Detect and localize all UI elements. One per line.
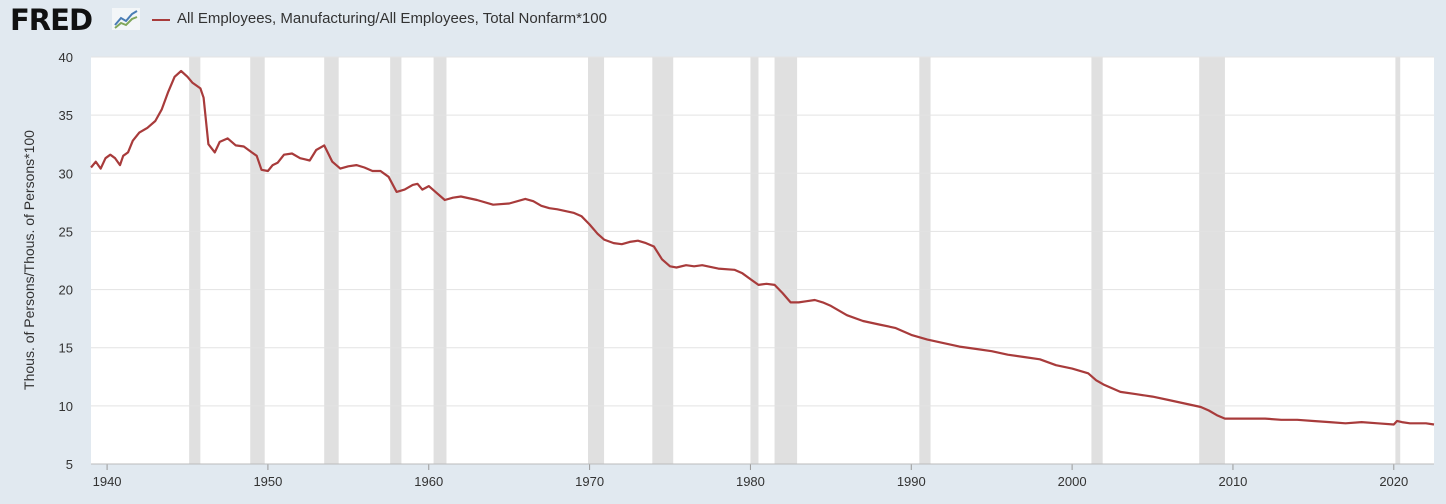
x-tick-label-1940: 1940 xyxy=(93,474,122,489)
recession-band-11 xyxy=(1199,57,1225,464)
x-tick-label-1990: 1990 xyxy=(897,474,926,489)
recession-band-0 xyxy=(189,57,201,464)
chart-header: FRED All Employees, Manufacturing/All Em… xyxy=(0,0,1446,44)
recession-band-4 xyxy=(433,57,447,464)
legend-swatch xyxy=(152,19,170,21)
recession-band-7 xyxy=(750,57,759,464)
x-tick-label-1980: 1980 xyxy=(736,474,765,489)
y-tick-label-30: 30 xyxy=(59,166,73,181)
y-tick-label-25: 25 xyxy=(59,224,73,239)
series-line-0 xyxy=(90,69,1435,426)
x-tick-label-1970: 1970 xyxy=(575,474,604,489)
fred-logo[interactable]: FRED xyxy=(10,3,93,37)
recession-band-3 xyxy=(390,57,402,464)
recession-band-5 xyxy=(587,57,605,464)
recession-band-2 xyxy=(324,57,339,464)
x-tick-label-2020: 2020 xyxy=(1379,474,1408,489)
recession-band-12 xyxy=(1395,57,1401,464)
y-tick-label-5: 5 xyxy=(66,457,73,472)
recession-band-8 xyxy=(774,57,798,464)
y-tick-label-10: 10 xyxy=(59,399,73,414)
y-tick-label-35: 35 xyxy=(59,108,73,123)
x-tick-label-1950: 1950 xyxy=(253,474,282,489)
y-tick-label-15: 15 xyxy=(59,341,73,356)
fred-line-chart-icon xyxy=(112,8,140,30)
y-tick-label-20: 20 xyxy=(59,283,73,298)
y-tick-label-40: 40 xyxy=(59,50,73,65)
x-tick-label-1960: 1960 xyxy=(414,474,443,489)
plot-area xyxy=(91,57,1434,464)
x-tick-label-2000: 2000 xyxy=(1058,474,1087,489)
x-tick-label-2010: 2010 xyxy=(1218,474,1247,489)
recession-band-1 xyxy=(250,57,265,464)
recession-band-10 xyxy=(1091,57,1103,464)
recession-band-9 xyxy=(919,57,931,464)
legend-label: All Employees, Manufacturing/All Employe… xyxy=(177,10,607,27)
